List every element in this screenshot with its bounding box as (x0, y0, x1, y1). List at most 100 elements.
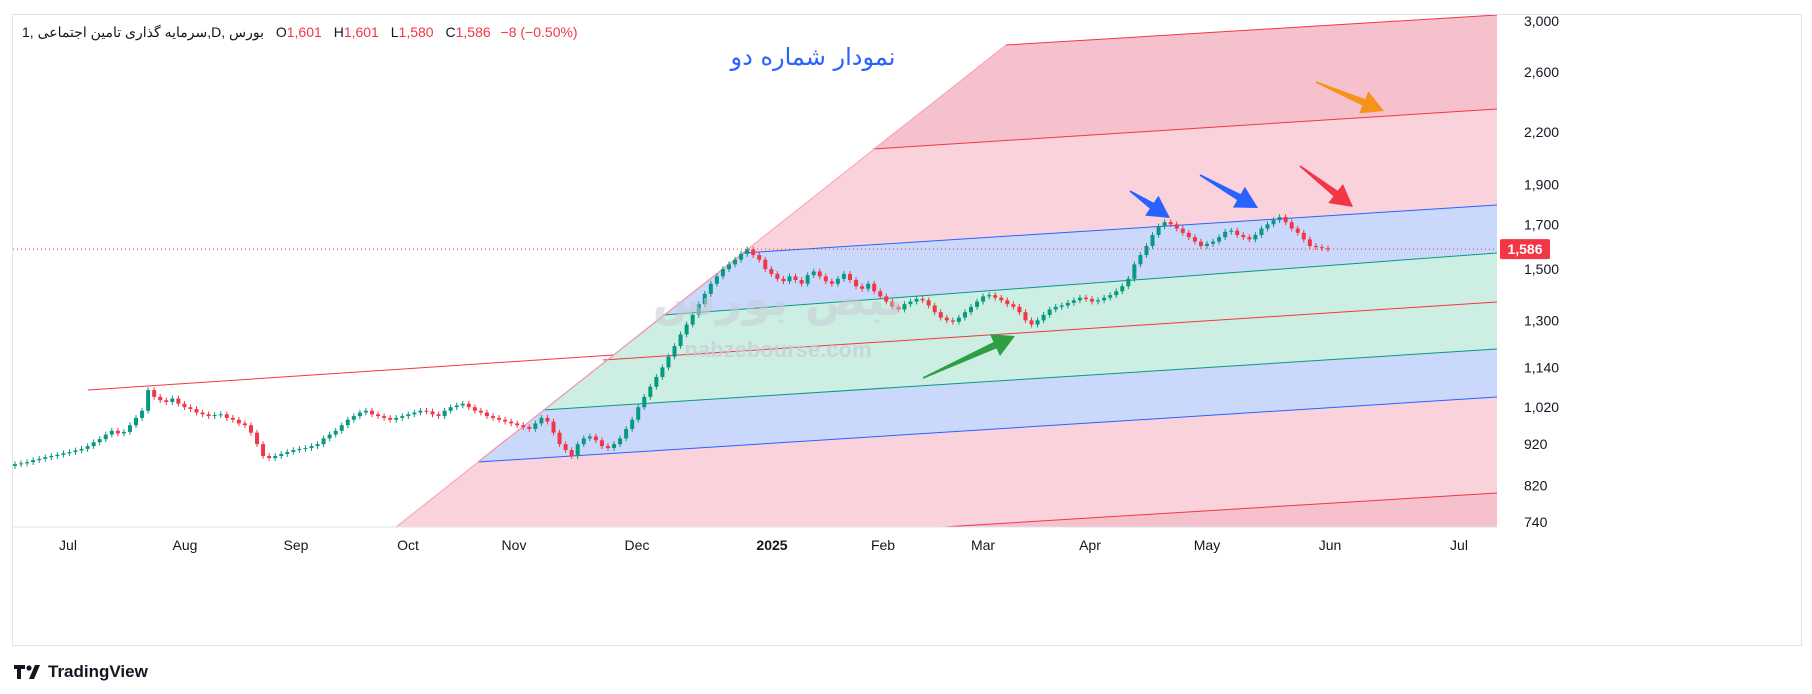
candle-body (1047, 309, 1052, 315)
x-tick-label: Mar (971, 537, 995, 553)
x-tick-label: Jul (59, 537, 77, 553)
candle-body (1005, 300, 1010, 305)
candle-body (799, 280, 804, 284)
y-tick-label: 820 (1524, 477, 1548, 493)
candle-body (793, 276, 798, 281)
candle-body (944, 317, 949, 321)
candle-body (315, 444, 320, 447)
candle-body (787, 276, 792, 282)
candle-body (152, 390, 157, 397)
candle-body (896, 306, 901, 310)
candle-body (920, 298, 925, 301)
candle-body (551, 421, 556, 433)
candle-body (357, 412, 362, 417)
candle-body (575, 444, 580, 457)
candle-body (599, 440, 604, 447)
candle-body (720, 269, 725, 277)
candle-body (1241, 234, 1246, 238)
candle-body (430, 411, 435, 415)
candle-body (382, 416, 387, 418)
candle-body (557, 432, 562, 445)
candle-body (19, 463, 24, 465)
candle-body (1138, 255, 1143, 265)
y-tick-label: 740 (1524, 514, 1548, 530)
m-line-top-red (1005, 15, 1498, 46)
candle-body (666, 356, 671, 368)
last-price-badge (1500, 239, 1550, 260)
candle-body (890, 301, 895, 307)
y-tick-label: 920 (1524, 436, 1548, 452)
line-long-red (87, 354, 614, 391)
candle-body (121, 431, 126, 434)
candle-body (394, 417, 399, 420)
candle-body (696, 304, 701, 315)
candle-body (297, 448, 302, 451)
tradingview-logo-icon (14, 665, 40, 679)
candle-body (321, 438, 326, 445)
candle-body (509, 421, 514, 424)
candle-body (242, 423, 247, 426)
candle-body (775, 273, 780, 279)
candle-body (333, 430, 338, 435)
y-tick-label: 2,200 (1524, 124, 1559, 140)
x-tick-label: Apr (1079, 537, 1101, 553)
candle-body (497, 417, 502, 420)
candle-body (763, 259, 768, 270)
candle-body (376, 414, 381, 417)
candle-body (1313, 246, 1318, 248)
x-tick-label: 2025 (756, 537, 787, 553)
line-teal-2 (542, 348, 1498, 411)
candle-body (491, 416, 496, 418)
candle-body (811, 271, 816, 276)
candle-body (236, 419, 241, 424)
candle-body (829, 281, 834, 284)
candle-body (1235, 230, 1240, 235)
candle-body (448, 407, 453, 411)
line-teal-1 (662, 252, 1498, 316)
candle-body (884, 296, 889, 302)
candle-body (1253, 234, 1258, 240)
candle-body (25, 462, 30, 464)
candle-body (841, 273, 846, 279)
candle-body (527, 427, 532, 429)
candle-body (817, 271, 822, 277)
candle-body (267, 456, 272, 459)
x-tick-label: Aug (173, 537, 198, 553)
candle-body (103, 434, 108, 440)
candle-body (61, 453, 66, 455)
tradingview-logo[interactable]: TradingView (14, 662, 148, 682)
candle-body (285, 452, 290, 455)
candle-body (739, 253, 744, 260)
candle-body (261, 444, 266, 457)
candle-body (878, 291, 883, 297)
candle-body (745, 249, 750, 254)
candle-body (533, 423, 538, 429)
candle-body (1077, 297, 1082, 301)
candle-body (109, 430, 114, 435)
candle-body (539, 417, 544, 424)
candle-body (545, 417, 550, 422)
watermark-url: nabzebourse.com (684, 337, 871, 362)
candle-body (442, 410, 447, 417)
candle-body (926, 300, 931, 306)
candle-body (194, 408, 199, 413)
candle-body (987, 295, 992, 297)
price-chart[interactable]: نمودار شماره دو نبض بورس nabzebourse.com 74… (13, 15, 1801, 645)
candle-body (1277, 217, 1282, 221)
candle-body (714, 276, 719, 284)
candle-body (79, 448, 84, 451)
candle-body (97, 439, 102, 443)
candle-body (1071, 300, 1076, 303)
candle-body (503, 419, 508, 422)
candle-body (593, 436, 598, 441)
line-diag-pink (395, 44, 1007, 528)
candle-body (140, 410, 145, 418)
candle-body (1096, 300, 1101, 302)
candle-body (206, 414, 211, 417)
orange-arrow (1315, 81, 1384, 114)
candle-body (418, 410, 423, 413)
candle-body (412, 412, 417, 415)
green-arrow (922, 334, 1015, 379)
candle-body (938, 312, 943, 318)
candle-body (854, 280, 859, 287)
